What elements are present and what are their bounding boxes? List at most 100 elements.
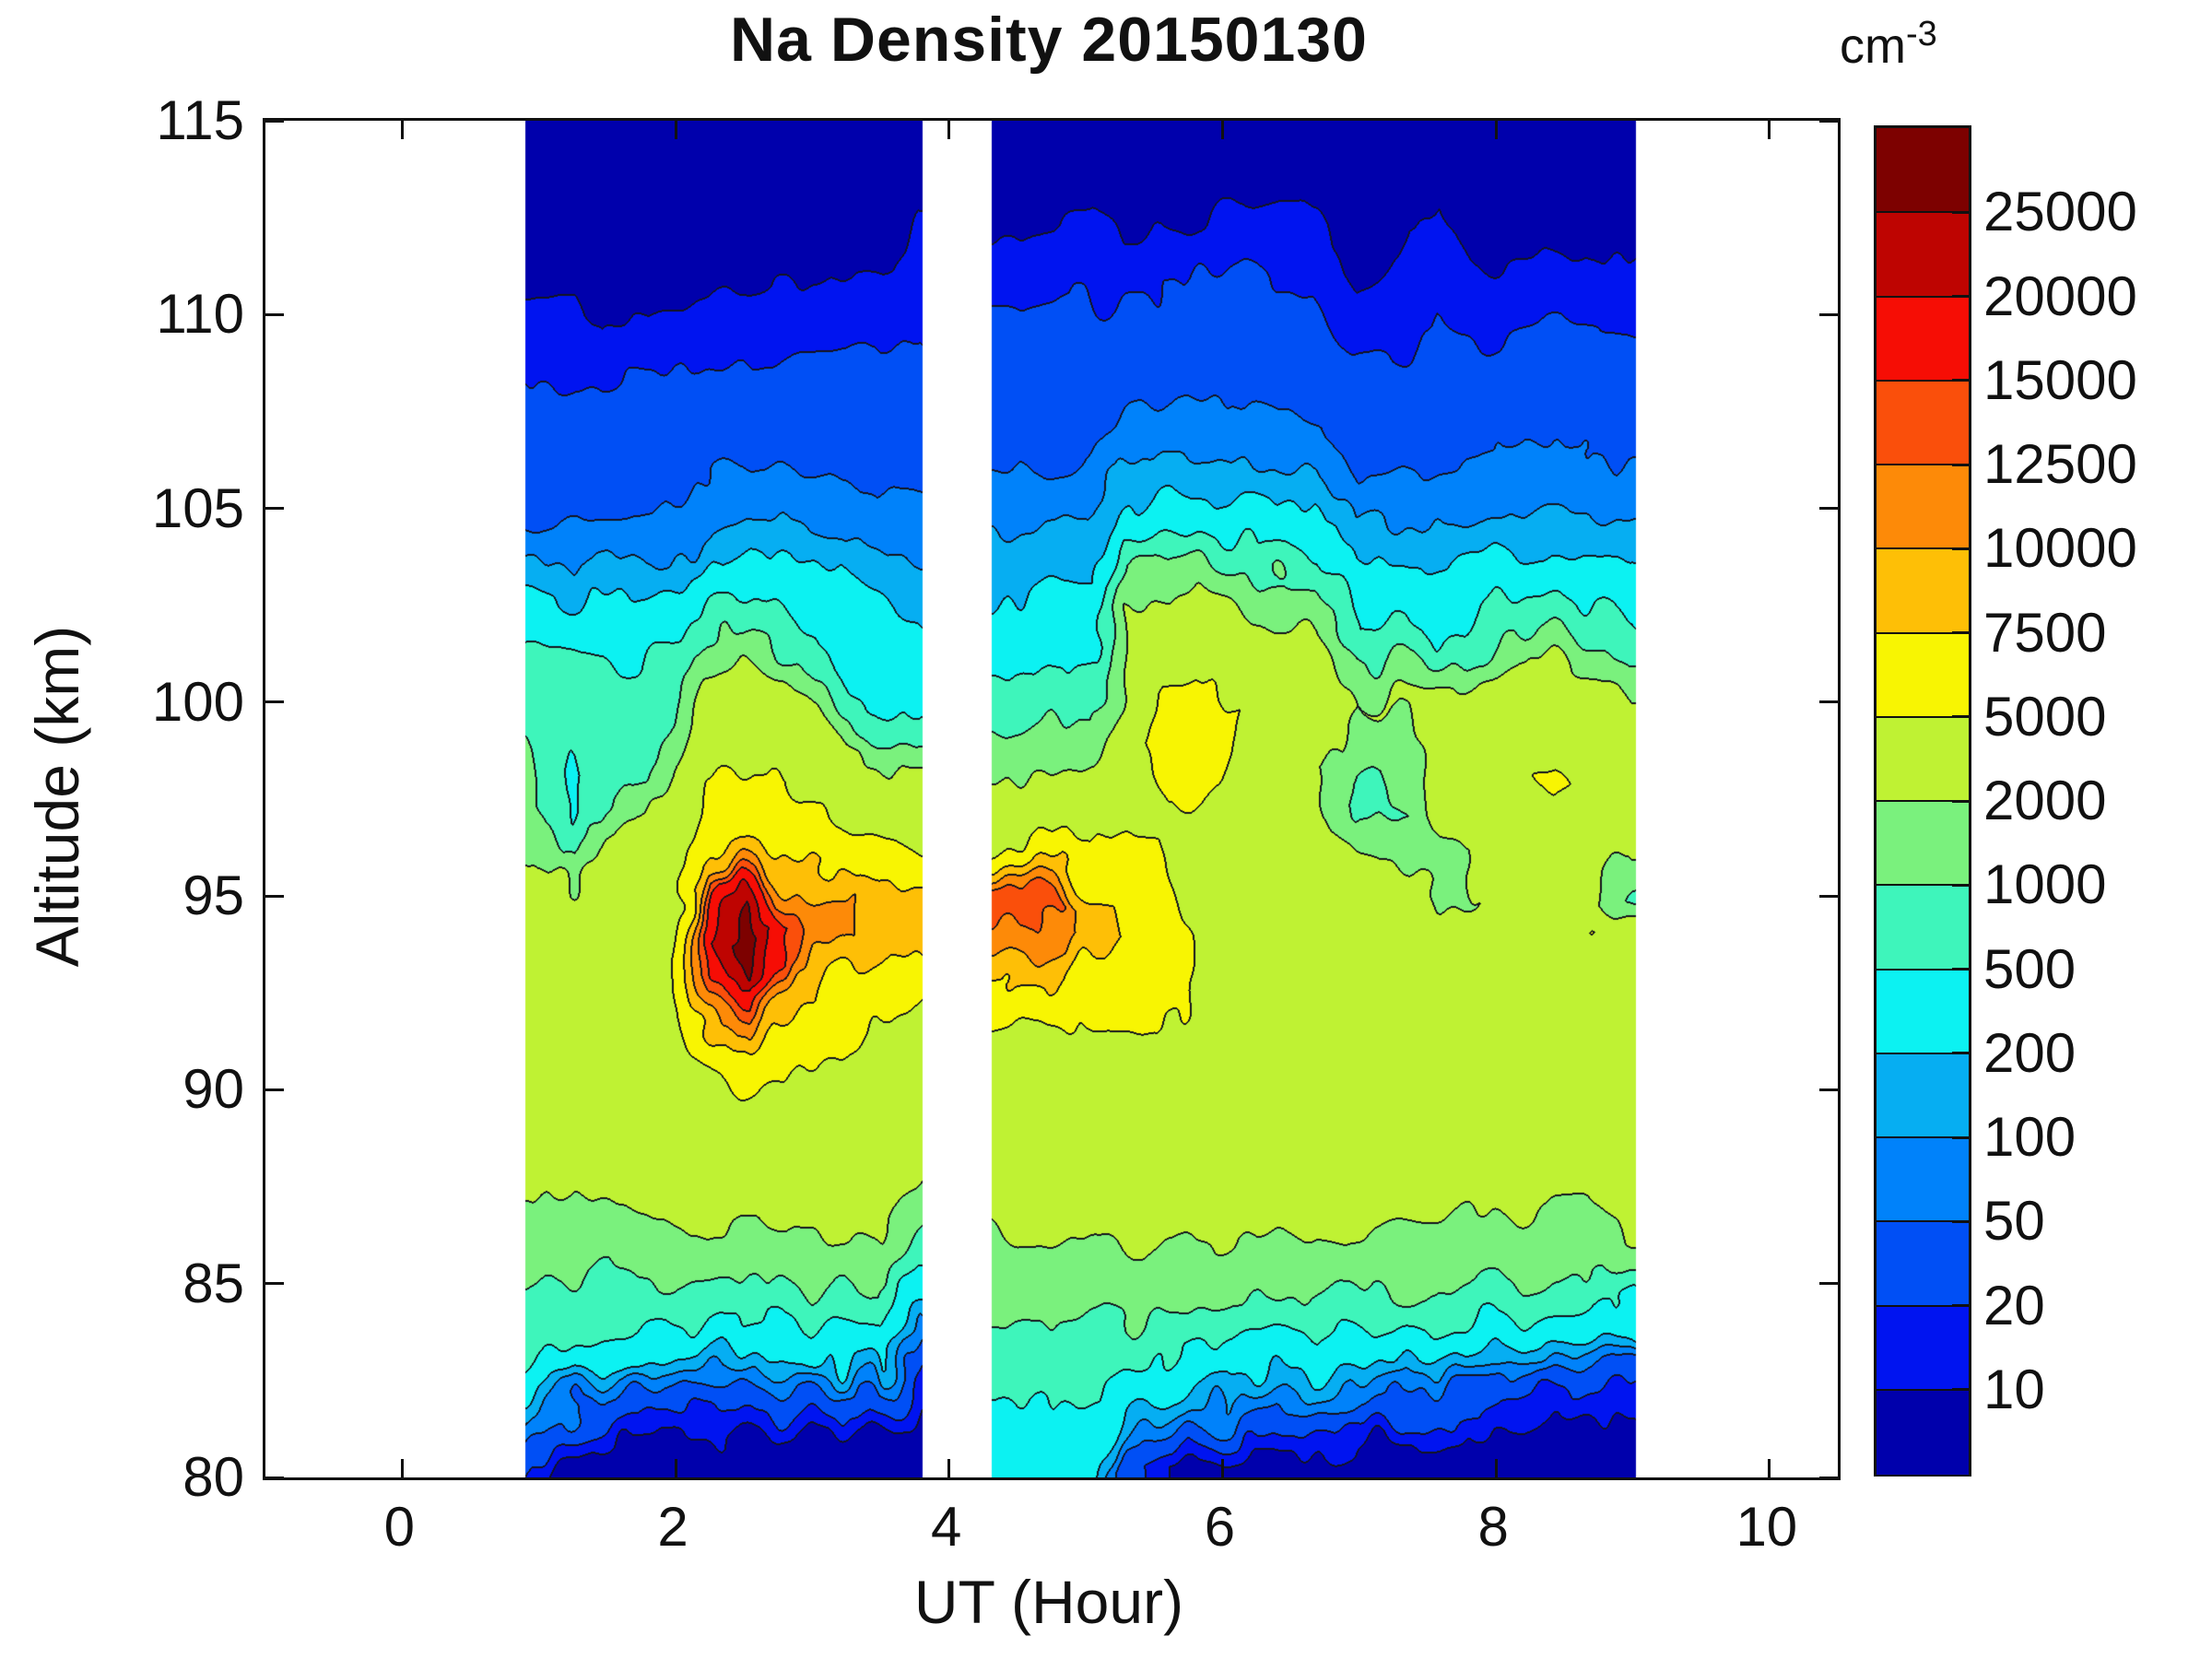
y-tick: [265, 1088, 284, 1091]
colorbar-segment: [1877, 465, 1969, 550]
colorbar-segment: [1877, 885, 1969, 971]
x-tick-label: 10: [1735, 1496, 1798, 1558]
colorbar-tick-label: 1000: [1983, 853, 2107, 916]
colorbar-level-line: [1877, 631, 1969, 634]
x-tick-top: [1494, 121, 1498, 139]
y-tick-label: 105: [151, 477, 244, 539]
colorbar-segment: [1877, 296, 1969, 382]
colorbar-tick-label: 20000: [1983, 265, 2137, 327]
colorbar-segment: [1877, 1053, 1969, 1138]
colorbar-tick-label: 12500: [1983, 433, 2137, 495]
x-tick-top: [1220, 121, 1224, 139]
colorbar-tick-label: 500: [1983, 937, 2077, 1000]
colorbar-level-line: [1877, 1304, 1969, 1307]
y-tick: [265, 1282, 284, 1286]
colorbar-tick: [1952, 547, 1969, 550]
y-tick-label: 90: [182, 1058, 244, 1121]
colorbar-segment: [1877, 716, 1969, 802]
y-tick: [265, 700, 284, 704]
colorbar-segment: [1877, 212, 1969, 298]
y-tick-label: 95: [182, 865, 244, 927]
colorbar-level-line: [1877, 1052, 1969, 1054]
colorbar-level-line: [1877, 547, 1969, 550]
y-tick-label: 80: [182, 1446, 244, 1508]
colorbar-tick: [1952, 883, 1969, 887]
x-tick-label: 4: [931, 1496, 962, 1558]
x-tick: [1220, 1459, 1224, 1477]
colorbar-level-line: [1877, 715, 1969, 718]
y-tick: [265, 894, 284, 898]
colorbar-tick-label: 200: [1983, 1021, 2077, 1084]
x-tick-top: [1768, 121, 1771, 139]
contour-plot-canvas: [265, 121, 1838, 1477]
x-tick: [674, 1459, 677, 1477]
colorbar-segment: [1877, 969, 1969, 1054]
x-axis-label: UT (Hour): [913, 1568, 1184, 1636]
colorbar-unit-exponent: -3: [1905, 15, 1937, 53]
colorbar-tick-label: 25000: [1983, 181, 2137, 243]
colorbar-level-line: [1877, 379, 1969, 382]
colorbar-level-line: [1877, 1136, 1969, 1138]
x-tick-top: [674, 121, 677, 139]
colorbar-segment: [1877, 128, 1969, 214]
colorbar-tick: [1952, 1388, 1969, 1392]
y-tick-right: [1819, 894, 1838, 898]
x-tick-label: 6: [1204, 1496, 1236, 1558]
colorbar-level-line: [1877, 464, 1969, 465]
colorbar-level-line: [1877, 1388, 1969, 1391]
plot-area: [263, 118, 1841, 1480]
x-tick-top: [947, 121, 951, 139]
y-tick-right: [1819, 1476, 1838, 1479]
y-tick-right: [1819, 312, 1838, 316]
x-tick-label: 8: [1477, 1496, 1509, 1558]
colorbar-segment: [1877, 1137, 1969, 1223]
x-tick-label: 0: [383, 1496, 416, 1558]
colorbar-tick: [1952, 715, 1969, 719]
y-tick-right: [1819, 1282, 1838, 1286]
plot-title: Na Density 20150130: [730, 5, 1368, 75]
colorbar-tick: [1952, 210, 1969, 214]
colorbar-tick: [1952, 1052, 1969, 1055]
colorbar-tick-label: 100: [1983, 1106, 2077, 1168]
colorbar-tick: [1952, 379, 1969, 382]
colorbar-tick: [1952, 1304, 1969, 1307]
y-tick-right: [1819, 1088, 1838, 1091]
colorbar-segment: [1877, 1389, 1969, 1475]
y-tick-right: [1819, 700, 1838, 704]
colorbar-tick: [1952, 968, 1969, 971]
colorbar-segment: [1877, 380, 1969, 465]
colorbar-tick: [1952, 295, 1969, 298]
x-tick-top: [400, 121, 404, 139]
y-tick: [265, 312, 284, 316]
x-tick: [1494, 1459, 1498, 1477]
y-tick-label: 100: [151, 670, 244, 733]
colorbar-level-line: [1877, 884, 1969, 887]
x-tick-label: 2: [657, 1496, 688, 1558]
colorbar-level-line: [1877, 968, 1969, 971]
colorbar-unit-base: cm: [1840, 18, 1906, 74]
colorbar-tick: [1952, 631, 1969, 634]
colorbar-segment: [1877, 801, 1969, 887]
colorbar-tick-label: 20: [1983, 1274, 2045, 1336]
colorbar: [1874, 125, 1971, 1477]
colorbar-segment: [1877, 1305, 1969, 1391]
x-tick: [947, 1459, 951, 1477]
y-tick-label: 115: [156, 89, 244, 151]
colorbar-tick: [1952, 799, 1969, 803]
colorbar-segment: [1877, 632, 1969, 718]
colorbar-tick-label: 50: [1983, 1190, 2045, 1253]
colorbar-tick-label: 15000: [1983, 348, 2137, 411]
colorbar-tick-label: 10000: [1983, 517, 2137, 580]
y-tick-right: [1819, 507, 1838, 511]
colorbar-tick-label: 2000: [1983, 770, 2107, 831]
y-tick: [265, 1476, 284, 1479]
colorbar-tick: [1952, 463, 1969, 466]
x-tick: [400, 1459, 404, 1477]
colorbar-level-line: [1877, 211, 1969, 214]
y-tick-label: 85: [182, 1252, 244, 1314]
colorbar-level-line: [1877, 800, 1969, 802]
colorbar-tick: [1952, 1219, 1969, 1223]
colorbar-level-line: [1877, 295, 1969, 298]
y-tick: [265, 119, 284, 123]
